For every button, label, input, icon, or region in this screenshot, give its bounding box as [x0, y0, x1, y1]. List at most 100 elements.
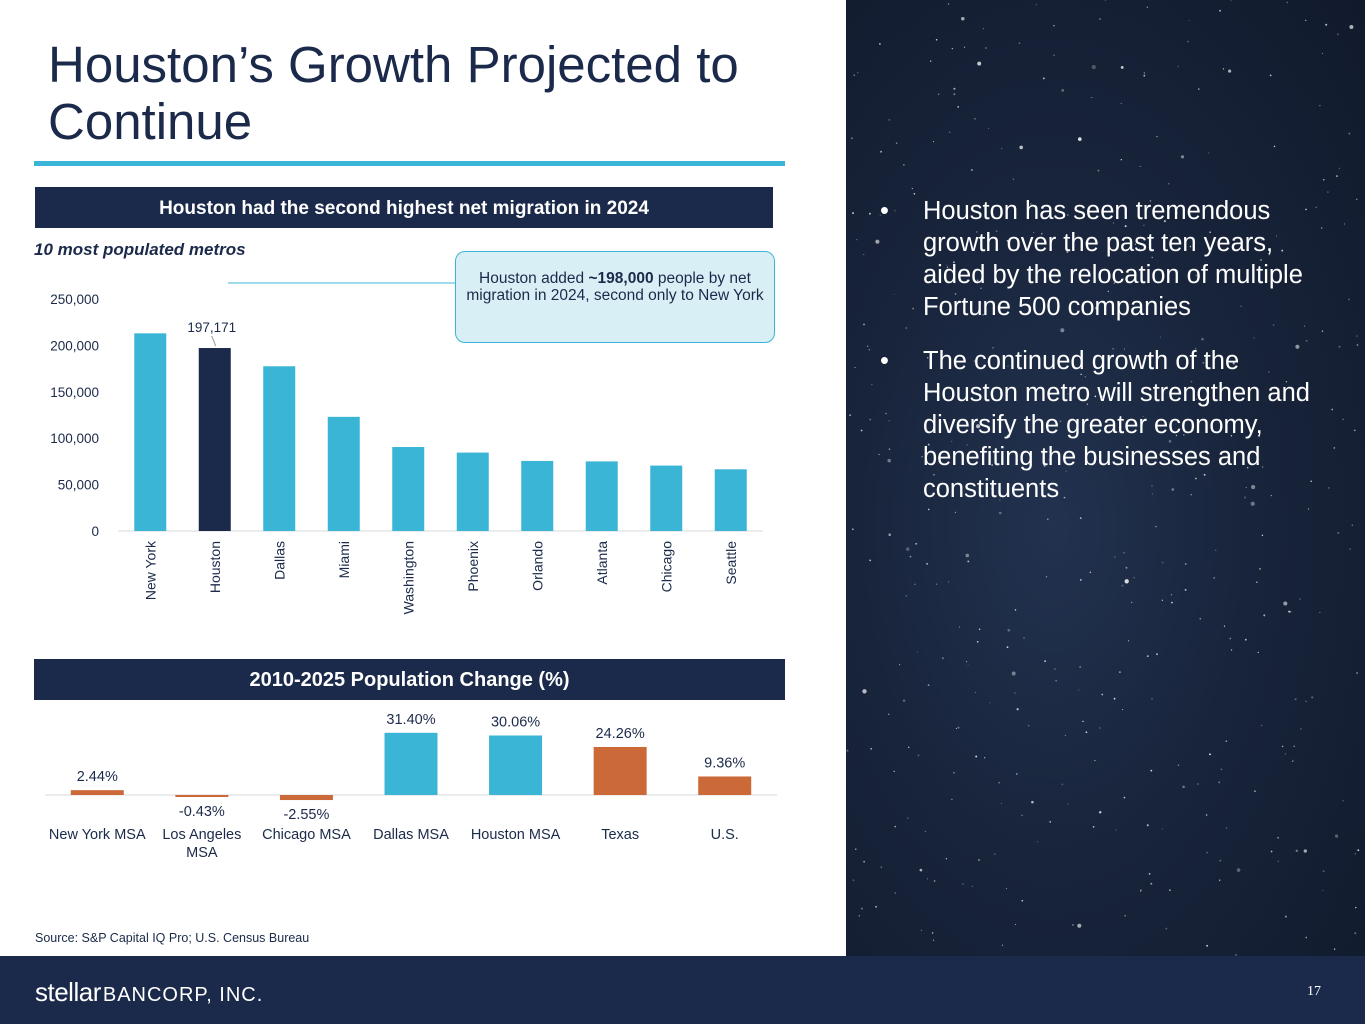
star-icon	[1256, 581, 1258, 583]
star-icon	[1189, 245, 1192, 248]
star-icon	[1219, 879, 1221, 881]
star-icon	[1016, 708, 1019, 711]
star-icon	[1260, 239, 1263, 241]
star-icon	[1305, 208, 1307, 211]
star-icon	[1240, 305, 1242, 308]
x-tick-label: Houston MSA	[471, 827, 561, 843]
star-icon	[1058, 306, 1060, 308]
star-icon	[1012, 178, 1014, 180]
star-icon	[954, 511, 957, 514]
star-icon	[917, 754, 920, 757]
star-icon	[894, 825, 897, 828]
star-icon	[1115, 829, 1117, 831]
star-icon	[1168, 439, 1172, 443]
star-icon	[1049, 821, 1052, 823]
star-icon	[1270, 494, 1273, 497]
star-icon	[1232, 362, 1235, 365]
star-icon	[1177, 65, 1179, 68]
star-icon	[991, 464, 994, 466]
star-icon	[1305, 339, 1308, 342]
star-icon	[1225, 740, 1228, 743]
star-icon	[1155, 525, 1157, 528]
star-icon	[888, 448, 891, 450]
star-icon	[954, 293, 957, 295]
source-note: Source: S&P Capital IQ Pro; U.S. Census …	[35, 931, 310, 945]
star-icon	[875, 905, 877, 908]
star-icon	[948, 581, 950, 583]
star-icon	[894, 210, 896, 212]
star-icon	[1113, 697, 1116, 700]
star-icon	[991, 488, 993, 490]
star-icon	[1094, 395, 1097, 398]
houston-callout: Houston added ~198,000 people by net mig…	[455, 251, 775, 343]
star-icon	[1244, 638, 1247, 641]
star-icon	[1014, 692, 1016, 694]
star-icon	[1053, 668, 1056, 670]
star-icon	[931, 932, 934, 934]
star-icon	[999, 391, 1002, 394]
star-icon	[1161, 828, 1163, 830]
star-icon	[1006, 646, 1009, 649]
star-icon	[879, 214, 881, 216]
star-icon	[1079, 579, 1082, 581]
star-icon	[1299, 598, 1301, 600]
star-icon	[1214, 549, 1217, 552]
bar	[456, 452, 489, 531]
bar	[134, 333, 167, 531]
star-icon	[1220, 768, 1223, 771]
star-icon	[1288, 610, 1291, 613]
x-tick-label: Miami	[336, 541, 352, 578]
logo-bancorp: BANCORP, INC.	[102, 984, 264, 1006]
star-icon	[1171, 601, 1173, 604]
star-icon	[1041, 233, 1043, 235]
star-icon	[885, 412, 887, 415]
star-icon	[1307, 508, 1309, 510]
star-icon	[1303, 325, 1306, 327]
star-icon	[915, 542, 918, 545]
star-icon	[1124, 579, 1129, 584]
star-icon	[975, 691, 977, 693]
star-icon	[870, 747, 873, 750]
star-icon	[887, 458, 891, 463]
star-icon	[888, 713, 890, 715]
star-icon	[912, 307, 914, 310]
star-icon	[921, 455, 923, 458]
star-icon	[1084, 376, 1086, 378]
star-icon	[1055, 679, 1057, 682]
data-label: -0.43%	[179, 804, 225, 820]
star-icon	[1325, 23, 1328, 26]
star-icon	[1196, 783, 1199, 785]
bar	[521, 460, 554, 531]
star-icon	[1356, 672, 1358, 674]
star-icon	[863, 860, 865, 863]
star-icon	[1187, 40, 1189, 43]
star-icon	[948, 131, 951, 134]
callout-bold-figure: ~198,000	[588, 270, 654, 287]
star-icon	[1261, 534, 1264, 537]
star-icon	[1124, 348, 1125, 350]
star-icon	[1005, 887, 1008, 890]
star-icon	[998, 511, 1002, 515]
star-icon	[1253, 337, 1255, 339]
data-label: 2.44%	[77, 769, 118, 785]
star-icon	[978, 859, 980, 861]
x-tick-label: Texas	[601, 827, 639, 843]
star-icon	[893, 293, 895, 296]
star-icon	[1023, 637, 1025, 639]
star-icon	[860, 429, 863, 432]
bar	[70, 790, 124, 795]
bullet-dot: •	[880, 347, 889, 375]
star-icon	[1260, 259, 1262, 261]
star-icon	[1195, 398, 1197, 400]
star-icon	[1230, 435, 1233, 437]
star-icon	[1120, 102, 1122, 104]
star-icon	[1007, 365, 1009, 367]
star-icon	[1335, 175, 1338, 178]
x-tick-label: Seattle	[723, 541, 739, 585]
star-icon	[932, 939, 935, 941]
star-icon	[1283, 601, 1288, 606]
star-icon	[1032, 422, 1035, 425]
star-icon	[1203, 473, 1206, 476]
star-icon	[1349, 25, 1354, 29]
star-icon	[1015, 773, 1018, 775]
